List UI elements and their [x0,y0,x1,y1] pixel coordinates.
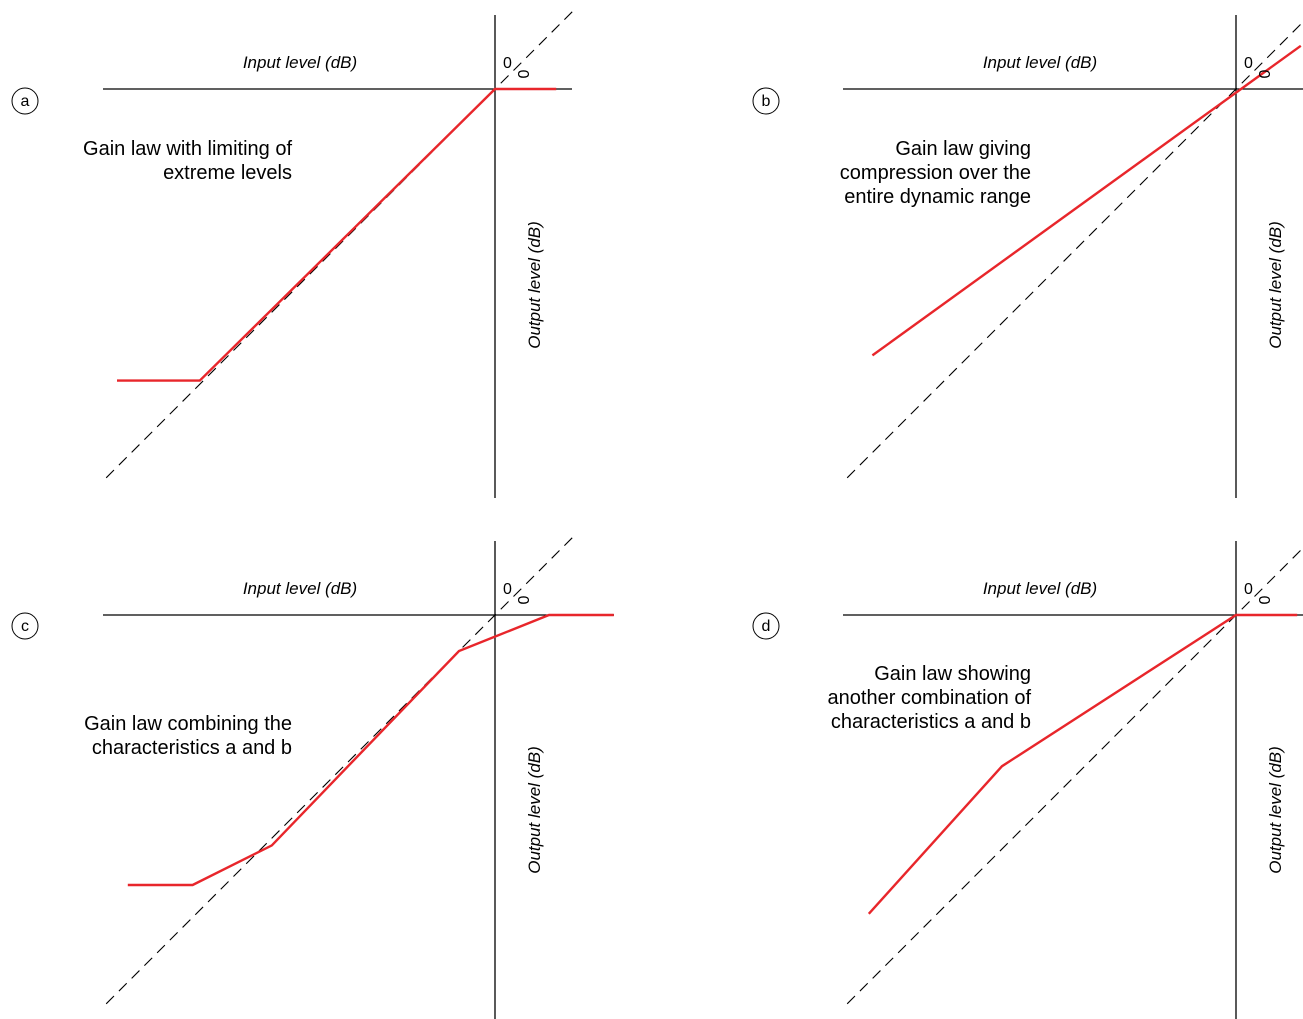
input-level-label: Input level (dB) [983,53,1097,72]
caption-line: another combination of [828,687,1032,709]
output-level-label: Output level (dB) [525,221,544,349]
badge-letter: d [762,618,771,635]
badge-letter: a [21,93,30,110]
unity-reference-line [105,535,575,1005]
zero-mark-input: 0 [503,55,512,72]
caption-line: Gain law with limiting of [83,138,292,160]
output-level-label: Output level (dB) [525,746,544,874]
panel-caption: Gain law with limiting of extreme levels [83,138,292,184]
unity-reference-line [846,21,1303,479]
caption-line: characteristics a and b [92,737,292,759]
input-level-label: Input level (dB) [983,579,1097,598]
caption-line: Gain law giving [895,138,1031,160]
panel-b: b Input level (dB) Output level (dB) 00 Gain… [752,15,1303,498]
input-level-label: Input level (dB) [243,53,357,72]
badge-letter: b [762,93,771,110]
zero-mark-output: 0 [516,595,533,604]
caption-line: entire dynamic range [844,186,1031,208]
zero-mark-input: 0 [503,581,512,598]
panel-a: a Input level (dB) Output level (dB) 00 Gain… [11,9,575,498]
output-level-label: Output level (dB) [1266,746,1285,874]
caption-line: Gain law combining the [84,713,292,735]
zero-mark-output: 0 [516,69,533,78]
panel-badge: a [11,87,39,115]
panel-badge: b [752,87,780,115]
panel-caption: Gain law combining the characteristics a … [84,713,292,759]
gain-curve [127,613,614,887]
zero-mark-input: 0 [1244,55,1253,72]
zero-mark-output: 0 [1257,69,1274,78]
unity-reference-line [105,9,575,479]
panel-badge: d [752,612,780,640]
panel-d: d Input level (dB) Output level (dB) 00 Gain… [752,541,1303,1019]
zero-mark-input: 0 [1244,581,1253,598]
caption-line: characteristics a and b [831,711,1031,733]
gain-curve [871,44,1302,357]
gain-curve [867,613,1298,915]
unity-reference-line [846,547,1303,1005]
panel-badge: c [11,612,39,640]
caption-line: Gain law showing [874,663,1031,685]
panel-caption: Gain law giving compression over the entir… [840,138,1031,208]
panel-c: c Input level (dB) Output level (dB) 00 Gain… [11,535,614,1019]
badge-letter: c [21,618,29,635]
output-level-label: Output level (dB) [1266,221,1285,349]
caption-line: compression over the [840,162,1031,184]
zero-mark-output: 0 [1257,595,1274,604]
caption-line: extreme levels [163,162,292,184]
input-level-label: Input level (dB) [243,579,357,598]
panel-caption: Gain law showing another combination of ch… [828,663,1032,733]
gain-curve [117,87,557,382]
